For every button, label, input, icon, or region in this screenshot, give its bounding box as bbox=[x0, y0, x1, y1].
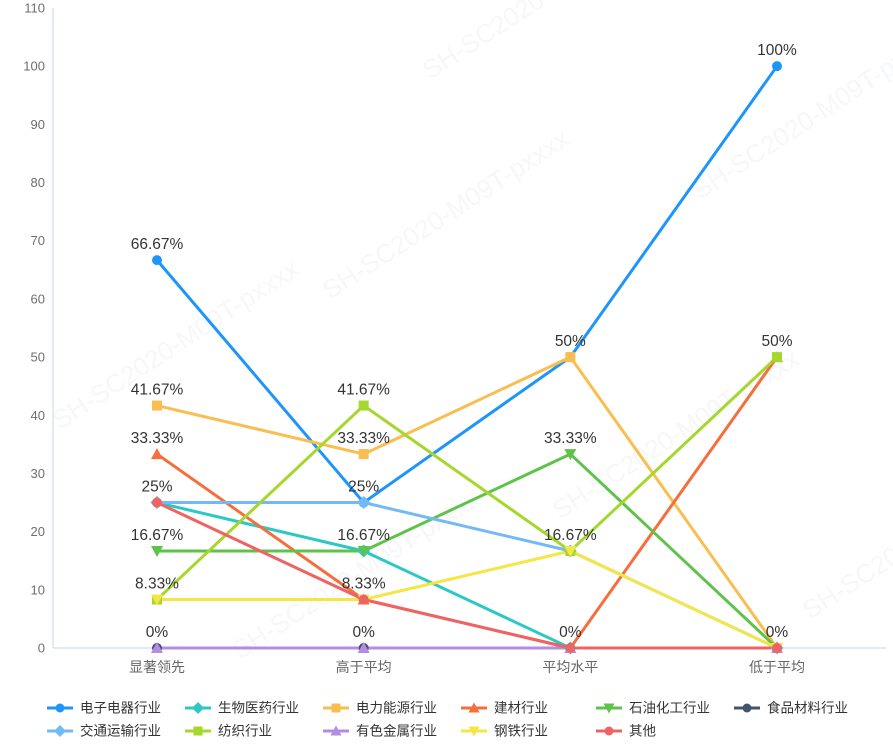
data-point-8-0[interactable] bbox=[151, 642, 163, 653]
y-tick-label: 90 bbox=[31, 117, 45, 132]
value-label: 8.33% bbox=[135, 576, 179, 593]
legend-item-label: 生物医药行业 bbox=[218, 701, 299, 716]
data-point-4-1[interactable] bbox=[357, 546, 370, 558]
legend-marker-icon bbox=[193, 726, 203, 736]
data-point-2-0[interactable] bbox=[152, 400, 162, 411]
value-label: 0% bbox=[766, 624, 789, 641]
legend-marker-icon bbox=[331, 703, 341, 713]
data-point-3-0[interactable] bbox=[151, 448, 163, 460]
legend-item-label: 有色金属行业 bbox=[356, 723, 437, 739]
y-tick-label: 50 bbox=[31, 350, 45, 365]
legend-item-label: 交通运输行业 bbox=[80, 723, 161, 739]
series-line-10 bbox=[155, 501, 779, 650]
value-label: 25% bbox=[141, 479, 172, 496]
y-tick-label: 80 bbox=[31, 175, 45, 190]
value-label: 0% bbox=[146, 624, 169, 641]
data-point-10-3[interactable] bbox=[772, 643, 783, 653]
legend-item-电力能源行业[interactable]: 电力能源行业 bbox=[323, 701, 437, 716]
legend-item-label: 其他 bbox=[629, 724, 656, 739]
legend-marker-icon bbox=[604, 726, 614, 736]
legend-item-label: 建材行业 bbox=[494, 701, 548, 716]
legend-item-生物医药行业[interactable]: 生物医药行业 bbox=[185, 701, 299, 716]
legend-marker-icon bbox=[468, 726, 480, 737]
legend-item-label: 食品材料行业 bbox=[767, 700, 848, 716]
legend-item-label: 钢铁行业 bbox=[494, 724, 548, 739]
legend-item-食品材料行业[interactable]: 食品材料行业 bbox=[734, 700, 848, 716]
value-label: 16.67% bbox=[131, 527, 184, 544]
y-tick-label: 110 bbox=[24, 1, 45, 16]
value-label: 66.67% bbox=[131, 236, 184, 253]
legend-item-label: 石油化工行业 bbox=[629, 701, 710, 716]
value-label: 16.67% bbox=[544, 527, 597, 544]
legend-item-交通运输行业[interactable]: 交通运输行业 bbox=[47, 723, 161, 739]
value-label: 8.33% bbox=[342, 576, 386, 593]
series-line-9 bbox=[155, 549, 779, 650]
legend-item-钢铁行业[interactable]: 钢铁行业 bbox=[461, 724, 548, 739]
legend-item-其他[interactable]: 其他 bbox=[596, 724, 656, 739]
legend-item-label: 纺织行业 bbox=[218, 724, 272, 739]
legend-marker-icon bbox=[603, 703, 615, 714]
data-point-2-1[interactable] bbox=[358, 449, 369, 460]
data-point-10-2[interactable] bbox=[565, 643, 576, 653]
value-label: 25% bbox=[348, 479, 379, 496]
y-tick-label: 20 bbox=[31, 524, 45, 539]
legend-marker-icon bbox=[192, 702, 204, 714]
data-point-4-0[interactable] bbox=[151, 546, 163, 558]
legend-item-石油化工行业[interactable]: 石油化工行业 bbox=[596, 701, 710, 716]
series-line-7 bbox=[155, 355, 779, 602]
value-label: 16.67% bbox=[337, 527, 390, 544]
data-point-7-1[interactable] bbox=[358, 400, 369, 411]
y-tick-label: 40 bbox=[31, 408, 45, 423]
data-point-4-2[interactable] bbox=[564, 449, 577, 461]
legend-item-label: 电力能源行业 bbox=[356, 701, 437, 716]
legend-marker-icon bbox=[54, 725, 66, 737]
data-point-9-2[interactable] bbox=[564, 546, 577, 558]
watermark-text: SH-SC2020-M09T-pxxxx bbox=[317, 123, 574, 305]
data-point-10-0[interactable] bbox=[152, 497, 162, 508]
data-point-7-3[interactable] bbox=[772, 352, 783, 363]
legend-item-纺织行业[interactable]: 纺织行业 bbox=[185, 724, 272, 739]
y-tick-label: 10 bbox=[31, 582, 45, 597]
value-label: 33.33% bbox=[337, 430, 390, 447]
legend-marker-icon bbox=[468, 702, 480, 713]
value-label: 50% bbox=[555, 333, 586, 350]
data-point-6-1[interactable] bbox=[357, 496, 371, 510]
value-label: 41.67% bbox=[131, 382, 184, 399]
value-label: 33.33% bbox=[131, 430, 184, 447]
value-label: 41.67% bbox=[337, 382, 390, 399]
y-tick-label: 30 bbox=[31, 466, 45, 481]
watermark-text: SH-SC2020-M09T-pxxxx bbox=[797, 443, 893, 625]
x-category-label: 显著领先 bbox=[129, 659, 185, 675]
data-point-0-0[interactable] bbox=[152, 255, 162, 266]
value-label: 100% bbox=[757, 42, 797, 59]
x-category-label: 平均水平 bbox=[542, 659, 598, 675]
legend-marker-icon bbox=[330, 725, 342, 736]
y-tick-label: 0 bbox=[38, 641, 45, 656]
data-point-0-3[interactable] bbox=[772, 61, 783, 72]
data-point-10-1[interactable] bbox=[358, 594, 369, 605]
y-tick-label: 100 bbox=[23, 59, 45, 74]
value-label: 33.33% bbox=[544, 430, 597, 447]
data-point-9-0[interactable] bbox=[151, 594, 163, 606]
y-tick-label: 60 bbox=[31, 291, 45, 306]
legend-item-有色金属行业[interactable]: 有色金属行业 bbox=[323, 723, 437, 739]
y-tick-label: 70 bbox=[31, 233, 45, 248]
legend-item-建材行业[interactable]: 建材行业 bbox=[461, 701, 548, 716]
legend-item-label: 电子电器行业 bbox=[80, 701, 161, 716]
data-point-2-2[interactable] bbox=[565, 352, 576, 363]
x-category-label: 低于平均 bbox=[749, 659, 805, 675]
value-label: 0% bbox=[352, 624, 375, 641]
legend-marker-icon bbox=[55, 703, 65, 713]
value-label: 0% bbox=[559, 624, 582, 641]
legend-marker-icon bbox=[742, 703, 752, 713]
x-category-label: 高于平均 bbox=[336, 659, 392, 675]
data-point-8-1[interactable] bbox=[357, 642, 370, 653]
watermark-text: SH-SC2020-M09T-pxxxx bbox=[417, 0, 674, 85]
series-line-0 bbox=[155, 64, 779, 505]
value-label: 50% bbox=[761, 333, 792, 350]
legend-item-电子电器行业[interactable]: 电子电器行业 bbox=[47, 701, 161, 716]
